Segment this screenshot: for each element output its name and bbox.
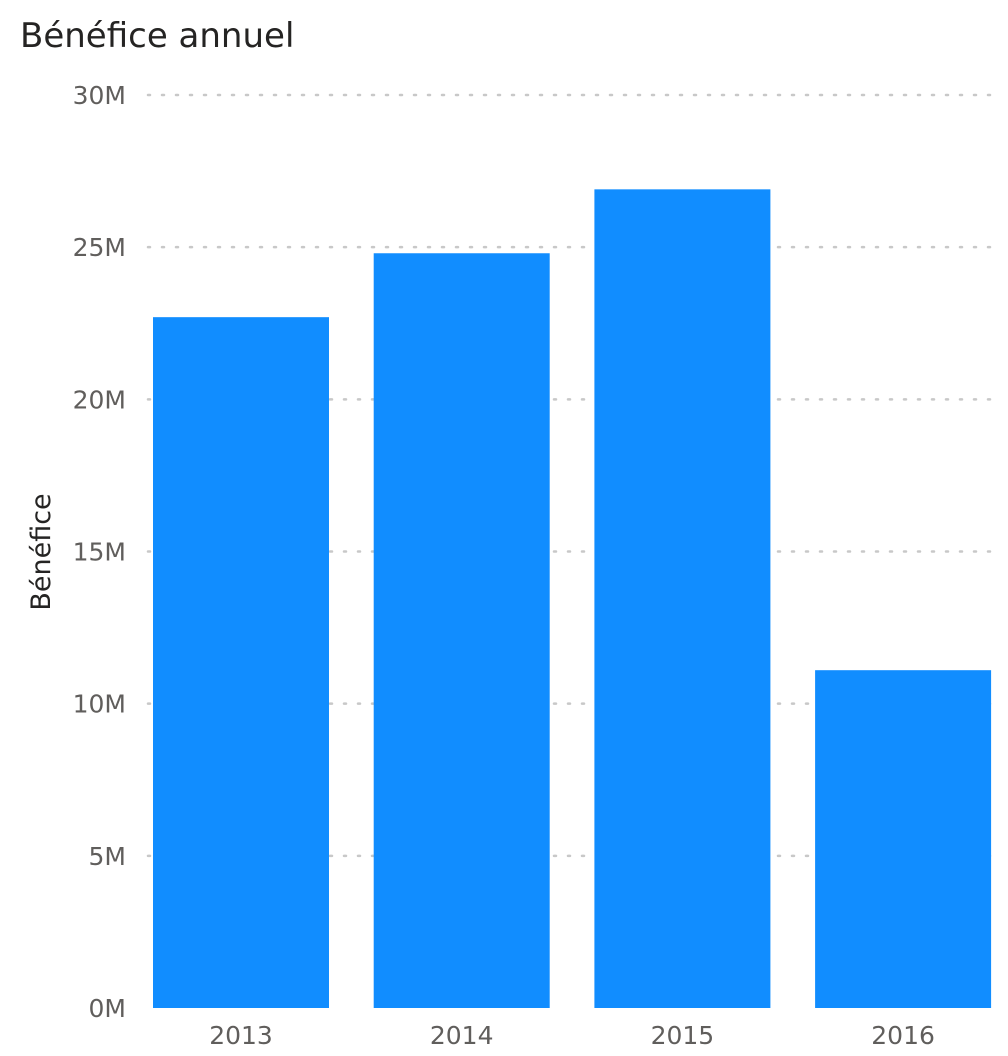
y-tick-label: 30M bbox=[73, 81, 126, 110]
bar-2015[interactable] bbox=[594, 189, 771, 1009]
x-tick-label: 2013 bbox=[209, 1021, 273, 1050]
y-tick-label: 15M bbox=[73, 538, 126, 567]
bar-2016[interactable] bbox=[815, 670, 992, 1008]
y-axis-ticks: 0M 5M 10M 15M 20M 25M 30M bbox=[73, 81, 126, 1023]
y-tick-label: 5M bbox=[89, 842, 126, 871]
bar-2013[interactable] bbox=[153, 317, 329, 1008]
y-tick-label: 0M bbox=[89, 994, 126, 1023]
x-tick-label: 2014 bbox=[430, 1021, 494, 1050]
y-tick-label: 25M bbox=[73, 233, 126, 262]
y-axis-title: Bénéfice bbox=[26, 493, 57, 610]
bar-2014[interactable] bbox=[373, 253, 550, 1009]
chart-title: Bénéfice annuel bbox=[20, 16, 295, 56]
x-tick-label: 2016 bbox=[871, 1021, 935, 1050]
bars bbox=[153, 189, 992, 1009]
x-tick-label: 2015 bbox=[651, 1021, 715, 1050]
x-axis-ticks: 2013 2014 2015 2016 bbox=[209, 1021, 935, 1050]
y-tick-label: 20M bbox=[73, 385, 126, 414]
y-tick-label: 10M bbox=[73, 690, 126, 719]
